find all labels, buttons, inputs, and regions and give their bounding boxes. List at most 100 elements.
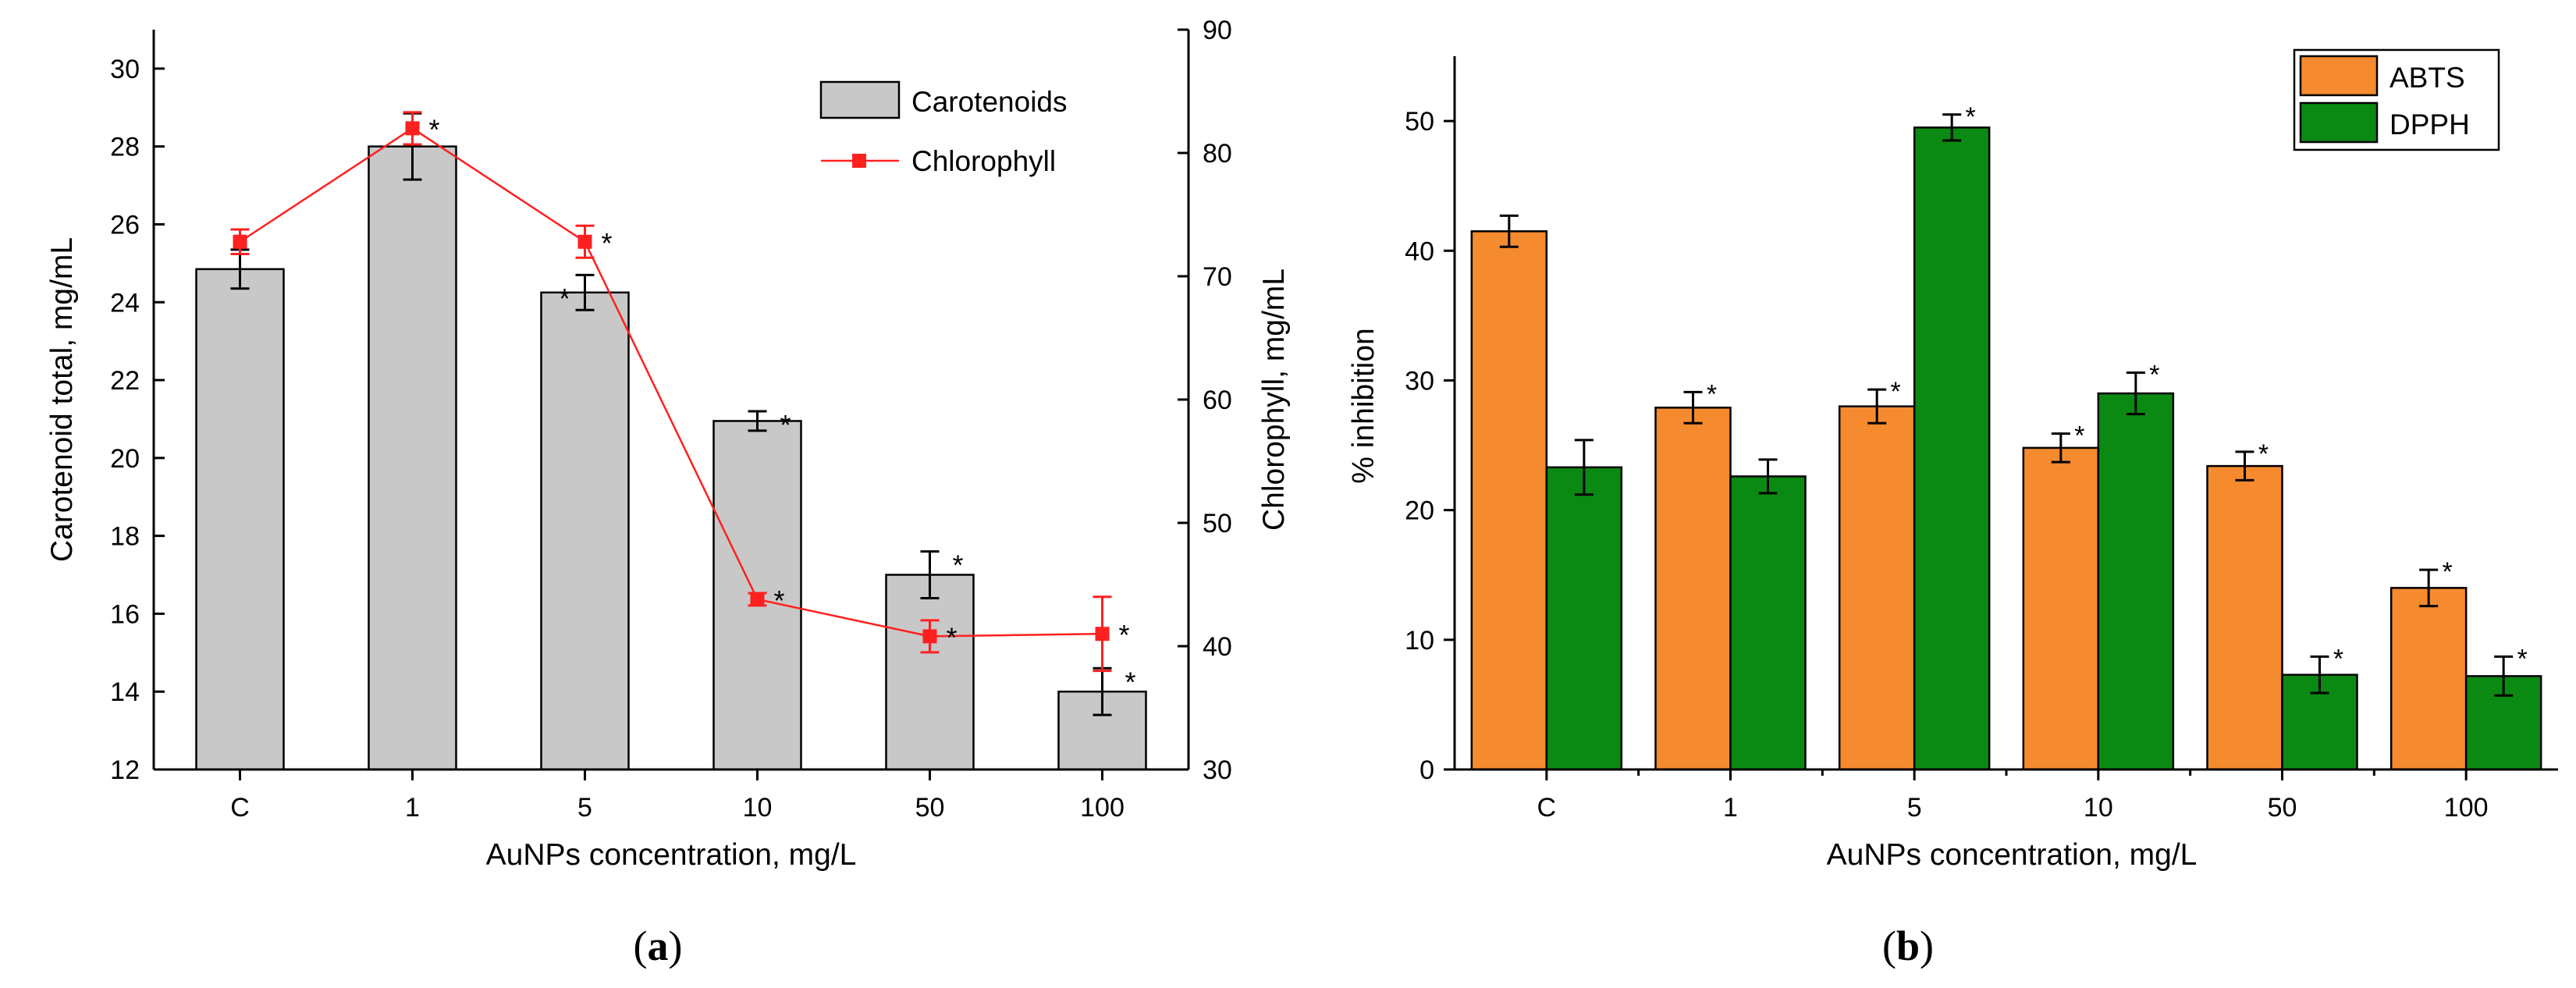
- abts-bar-100: [2389, 587, 2468, 771]
- abts-significance-star: *: [2074, 421, 2084, 451]
- dpph-error-bar: [2310, 655, 2329, 695]
- y-tick-label-left: 26: [110, 210, 140, 240]
- abts-bar-1: [1654, 407, 1732, 771]
- chlorophyll-point-100: [1095, 627, 1110, 641]
- x-tick-label: 100: [1080, 793, 1125, 823]
- abts-significance-star: *: [1891, 377, 1901, 407]
- y-tick-label-right: 70: [1203, 262, 1232, 292]
- y-tick-label-left: 12: [110, 755, 140, 785]
- dpph-error-bar: [1758, 458, 1778, 495]
- x-axis-title: AuNPs concentration, mg/L: [486, 838, 857, 872]
- carotenoids-error-bar: [575, 273, 595, 311]
- y-tick-label-right: 40: [1203, 632, 1232, 662]
- y-tick-label-right: 80: [1203, 139, 1232, 169]
- legend-swatch-carotenoids: [819, 80, 901, 119]
- y-tick-label-left: 22: [110, 366, 140, 396]
- panel-label-open: (: [1882, 922, 1896, 969]
- y-tick-label-right: 50: [1203, 509, 1232, 538]
- x-tick-label: 50: [915, 793, 945, 823]
- y-axis-title: % inhibition: [1347, 328, 1380, 483]
- panel-label-b: (b): [1882, 922, 1934, 969]
- y-tick-label-left: 28: [110, 133, 140, 162]
- abts-error-bar: [2051, 432, 2070, 464]
- panel-label-letter: a: [648, 922, 669, 969]
- chlorophyll-significance-star: *: [1118, 619, 1129, 651]
- legend-marker-chlorophyll: [852, 154, 866, 168]
- panel-b-inhibition-chart: * * * * * * * * * 0 10 20 30 40 50 C 1 5 10 50 100 AuNPs conc…: [1347, 48, 2558, 969]
- dpph-bar-5: [1913, 126, 1991, 771]
- legend-label-dpph: DPPH: [2389, 108, 2470, 140]
- y-tick-label: 50: [1405, 107, 1434, 137]
- x-tick-label: 5: [577, 793, 592, 823]
- carotenoids-significance-star: *: [559, 283, 570, 315]
- y-tick-label: 20: [1405, 496, 1434, 526]
- legend: Carotenoids Chlorophyll: [819, 80, 1068, 177]
- dpph-error-bar: [1574, 439, 1594, 496]
- y-tick-label-left: 16: [110, 599, 140, 629]
- legend-label-carotenoids: Carotenoids: [911, 86, 1068, 118]
- dpph-error-bar: [1942, 113, 1962, 142]
- y-tick-label-right: 30: [1203, 755, 1232, 785]
- y-tick-label-left: 20: [110, 444, 140, 474]
- chlorophyll-point-5: [577, 234, 592, 249]
- legend: ABTS DPPH: [2293, 48, 2500, 151]
- dpph-bar-C: [1545, 466, 1623, 771]
- abts-error-bar: [1867, 388, 1887, 425]
- carotenoids-bar-50: [885, 574, 975, 771]
- dpph-bar-10: [2097, 392, 2175, 771]
- x-tick-label: 50: [2268, 793, 2297, 823]
- abts-significance-star: *: [1707, 379, 1717, 409]
- chlorophyll-significance-star: *: [773, 585, 784, 617]
- abts-error-bar: [2235, 450, 2254, 482]
- dpph-error-bar: [2494, 655, 2514, 697]
- panel-label-open: (: [634, 922, 648, 969]
- x-tick-label: 100: [2444, 793, 2489, 823]
- y-tick-label-right: 60: [1203, 386, 1232, 415]
- x-tick-label: 1: [405, 793, 420, 823]
- legend-swatch-dpph: [2299, 101, 2379, 144]
- abts-bar-C: [1470, 230, 1548, 771]
- abts-bar-5: [1838, 405, 1916, 771]
- y-tick-label: 40: [1405, 236, 1434, 266]
- carotenoids-bar-5: [540, 291, 630, 771]
- dpph-significance-star: *: [2149, 360, 2159, 389]
- carotenoids-significance-star: *: [1125, 666, 1135, 698]
- y-tick-label-left: 14: [110, 677, 140, 707]
- legend-label-abts: ABTS: [2389, 62, 2465, 94]
- panel-label-a: (a): [634, 922, 683, 969]
- carotenoids-bar-C: [195, 268, 285, 771]
- y-tick-label-left: 30: [110, 55, 140, 84]
- legend-label-chlorophyll: Chlorophyll: [911, 145, 1056, 177]
- abts-bar-50: [2206, 464, 2283, 771]
- y-tick-label-right: 90: [1203, 16, 1232, 45]
- x-tick-label: 10: [743, 793, 773, 823]
- dpph-bar-1: [1729, 475, 1807, 771]
- x-tick-label: C: [1537, 793, 1557, 823]
- panel-label-close: ): [669, 922, 683, 969]
- chlorophyll-point-10: [750, 592, 765, 606]
- abts-error-bar: [2419, 568, 2439, 608]
- carotenoids-significance-star: *: [780, 409, 791, 441]
- dpph-significance-star: *: [1966, 102, 1976, 132]
- dpph-significance-star: *: [2333, 644, 2343, 673]
- abts-significance-star: *: [2258, 439, 2269, 469]
- y-tick-label-left: 24: [110, 288, 140, 318]
- x-tick-label: C: [230, 793, 250, 823]
- carotenoids-significance-star: *: [952, 549, 963, 581]
- x-tick-label: 1: [1723, 793, 1738, 823]
- y-tick-label: 10: [1405, 626, 1434, 656]
- chlorophyll-significance-star: *: [428, 113, 439, 145]
- chlorophyll-point-C: [233, 234, 247, 249]
- legend-swatch-abts: [2299, 55, 2379, 97]
- chlorophyll-line: [239, 126, 1103, 638]
- panel-label-letter: b: [1896, 922, 1920, 969]
- chlorophyll-point-50: [922, 629, 937, 644]
- carotenoids-bar-1: [368, 145, 457, 771]
- carotenoids-error-bar: [920, 550, 940, 599]
- dpph-significance-star: *: [2517, 644, 2528, 673]
- abts-error-bar: [1499, 214, 1519, 248]
- chlorophyll-significance-star: *: [946, 621, 957, 653]
- panel-a-carotenoid-chlorophyll-chart: * * * * * * * * * 12 14 16 18 20 22 24 26 28 30 30 40 50 60 70 8…: [45, 16, 1291, 969]
- x-tick-label: 5: [1907, 793, 1922, 823]
